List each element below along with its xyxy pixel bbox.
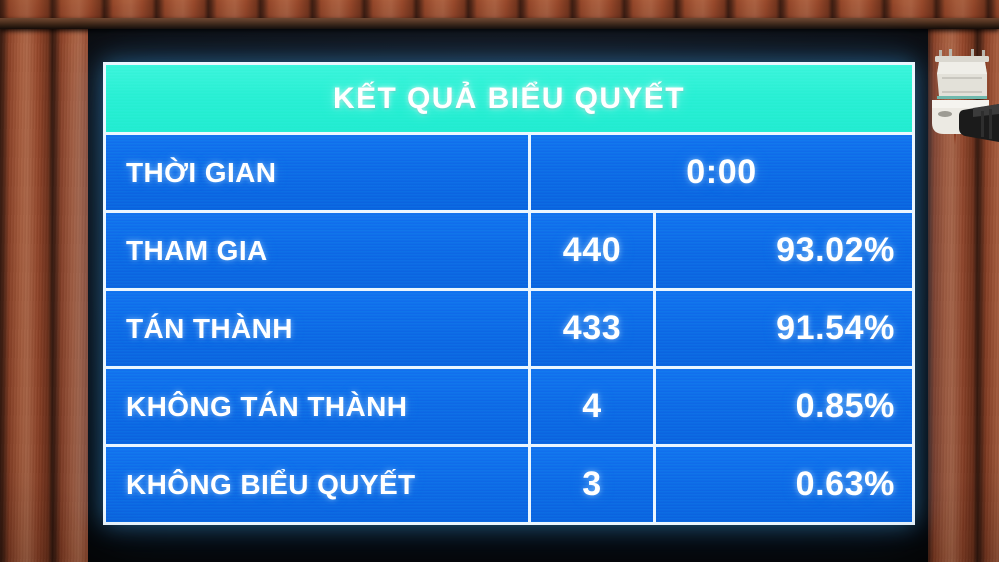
board-header: KẾT QUẢ BIỂU QUYẾT	[106, 65, 912, 132]
row-time-cell: 0:00	[528, 135, 912, 210]
table-row: TÁN THÀNH 433 91.54%	[106, 288, 912, 366]
time-value: 0:00	[686, 153, 757, 191]
row-label-cell: KHÔNG TÁN THÀNH	[106, 369, 528, 444]
wood-wall-top	[0, 0, 999, 18]
row-percent: 0.63%	[795, 465, 895, 503]
wood-wall-left	[0, 0, 90, 562]
row-percent: 91.54%	[776, 309, 895, 347]
row-percent-cell: 91.54%	[653, 291, 912, 366]
ceiling-ledge	[0, 18, 999, 29]
row-label-cell: KHÔNG BIỂU QUYẾT	[106, 447, 528, 522]
row-count: 3	[582, 465, 602, 503]
row-label: THAM GIA	[126, 234, 268, 266]
row-label: KHÔNG TÁN THÀNH	[126, 390, 408, 422]
row-percent: 0.85%	[795, 387, 895, 425]
table-row: THỜI GIAN 0:00	[106, 132, 912, 210]
row-count-cell: 3	[528, 447, 653, 522]
row-label: KHÔNG BIỂU QUYẾT	[126, 468, 416, 500]
voting-result-board: KẾT QUẢ BIỂU QUYẾT THỜI GIAN 0:00 THAM G…	[103, 62, 915, 525]
row-percent-cell: 93.02%	[653, 213, 912, 288]
row-percent-cell: 0.63%	[653, 447, 912, 522]
row-percent-cell: 0.85%	[653, 369, 912, 444]
row-label: TÁN THÀNH	[126, 312, 293, 344]
row-label: THỜI GIAN	[126, 156, 277, 188]
row-count: 4	[582, 387, 602, 425]
row-count-cell: 440	[528, 213, 653, 288]
table-row: KHÔNG BIỂU QUYẾT 3 0.63%	[106, 444, 912, 522]
results-table: THỜI GIAN 0:00 THAM GIA 440 93.02%	[106, 132, 912, 522]
row-label-cell: THỜI GIAN	[106, 135, 528, 210]
row-label-cell: TÁN THÀNH	[106, 291, 528, 366]
table-row: THAM GIA 440 93.02%	[106, 210, 912, 288]
row-count: 440	[562, 231, 622, 269]
row-count-cell: 4	[528, 369, 653, 444]
row-percent: 93.02%	[776, 231, 895, 269]
row-label-cell: THAM GIA	[106, 213, 528, 288]
page-title: KẾT QUẢ BIỂU QUYẾT	[333, 81, 685, 115]
table-row: KHÔNG TÁN THÀNH 4 0.85%	[106, 366, 912, 444]
row-count: 433	[562, 309, 622, 347]
security-camera-icon	[925, 44, 999, 156]
row-count-cell: 433	[528, 291, 653, 366]
